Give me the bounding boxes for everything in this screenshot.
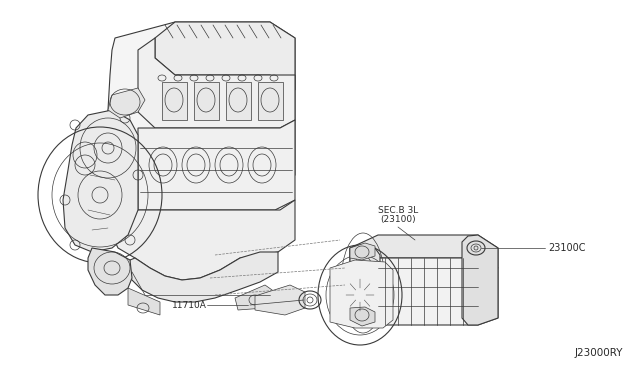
- Polygon shape: [235, 285, 275, 310]
- Polygon shape: [128, 252, 278, 302]
- Polygon shape: [350, 235, 498, 268]
- Polygon shape: [155, 22, 295, 90]
- Polygon shape: [350, 258, 498, 325]
- Text: (23100): (23100): [380, 215, 416, 224]
- Polygon shape: [138, 38, 295, 128]
- Polygon shape: [63, 110, 138, 252]
- Polygon shape: [138, 120, 295, 210]
- Polygon shape: [112, 200, 295, 280]
- Text: 23100C: 23100C: [548, 243, 586, 253]
- Polygon shape: [88, 248, 132, 295]
- Polygon shape: [350, 243, 375, 260]
- Text: J23000RY: J23000RY: [575, 348, 623, 358]
- Polygon shape: [255, 285, 305, 315]
- Bar: [226, 82, 251, 120]
- Bar: [194, 82, 219, 120]
- Polygon shape: [350, 307, 375, 326]
- Polygon shape: [462, 235, 498, 325]
- Text: SEC.B 3L: SEC.B 3L: [378, 206, 418, 215]
- Bar: [258, 82, 283, 120]
- Polygon shape: [330, 260, 393, 328]
- Text: 11710A: 11710A: [172, 301, 207, 310]
- Polygon shape: [350, 245, 380, 323]
- Polygon shape: [108, 88, 145, 118]
- Bar: [162, 82, 187, 120]
- Polygon shape: [128, 288, 160, 315]
- Polygon shape: [88, 22, 295, 288]
